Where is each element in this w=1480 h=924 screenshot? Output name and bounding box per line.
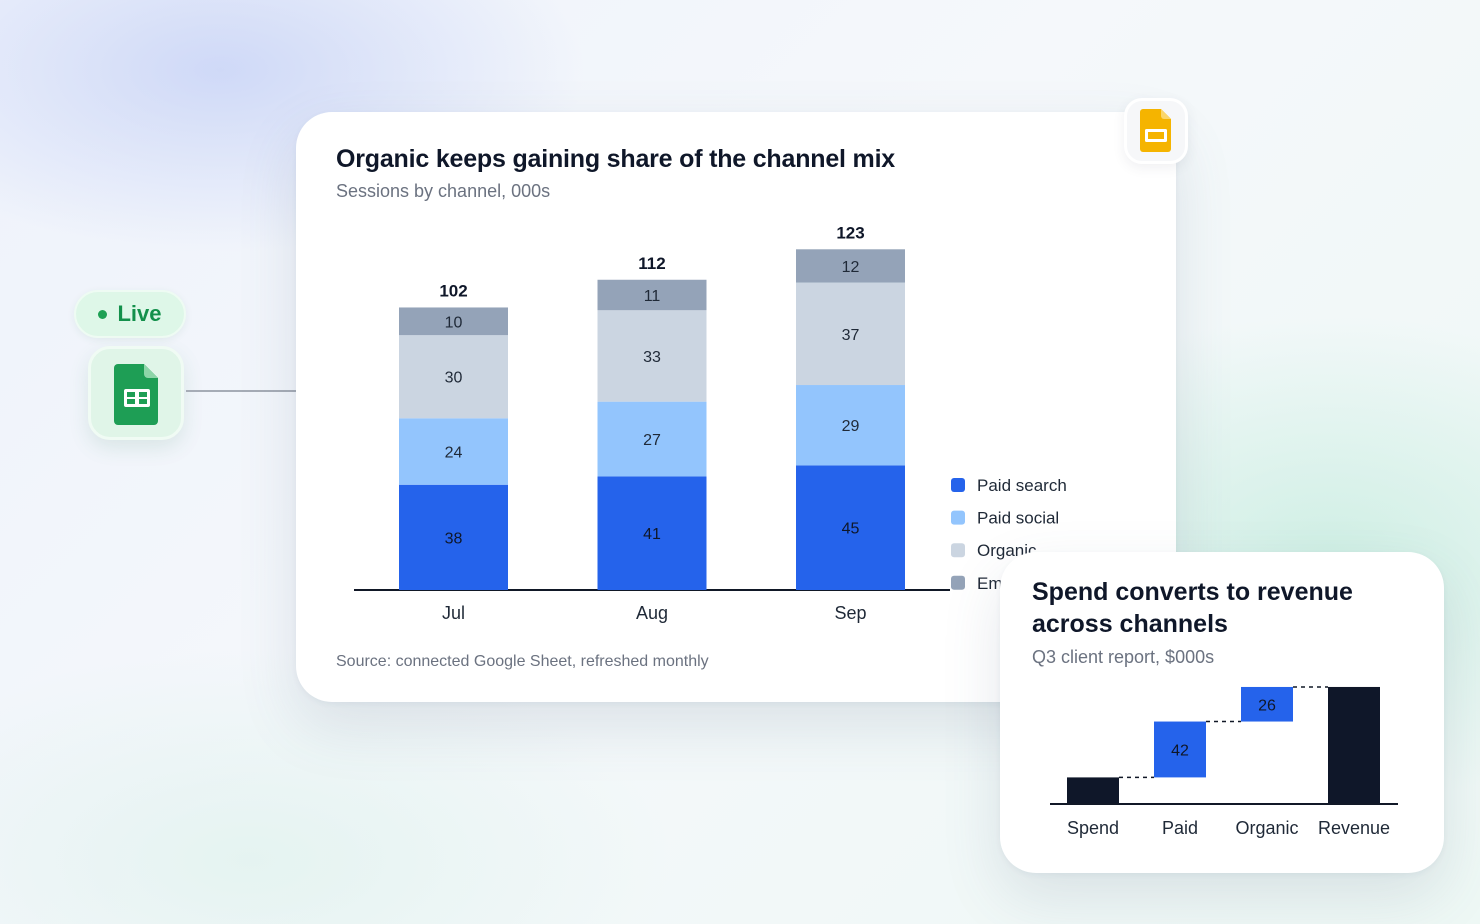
waterfall-bar-revenue (1328, 686, 1380, 804)
bar-email-aug (597, 279, 707, 311)
data-label: 29 (842, 418, 860, 435)
bar-paid-social-aug (597, 401, 707, 477)
live-label: Live (117, 301, 162, 326)
data-label: 41 (643, 526, 661, 543)
google-slides-icon (1140, 109, 1171, 152)
legend-swatch (951, 575, 965, 590)
data-label: 30 (445, 370, 463, 387)
google-sheets-tile[interactable] (88, 346, 184, 440)
legend-swatch (951, 543, 965, 558)
waterfall-bar-organic (1241, 686, 1293, 722)
waterfall-subtitle: Q3 client report, $000s (1032, 647, 1215, 667)
x-tick-label: Sep (834, 603, 866, 623)
legend-label: Paid social (977, 509, 1059, 528)
bar-paid-social-jul (399, 418, 508, 485)
waterfall-data-label: 26 (1258, 697, 1276, 714)
waterfall-bar-spend (1067, 777, 1119, 804)
data-label: 38 (445, 530, 463, 547)
bar-email-sep (796, 249, 905, 283)
waterfall-x-label: Spend (1067, 818, 1119, 838)
waterfall-x-label: Paid (1162, 818, 1198, 838)
google-slides-tile[interactable] (1124, 98, 1188, 164)
chart-title: Organic keeps gaining share of the chann… (336, 145, 896, 173)
bar-email-jul (399, 307, 508, 336)
x-tick-label: Jul (442, 603, 465, 623)
live-status-badge: Live (74, 290, 186, 338)
status-dot-icon (98, 309, 108, 319)
bar-paid-search-jul (399, 484, 508, 590)
data-label: 33 (643, 349, 661, 366)
bar-organic-aug (597, 310, 707, 402)
legend-swatch (951, 478, 965, 492)
chart-subtitle: Sessions by channel, 000s (336, 181, 551, 201)
waterfall-title: Spend converts to revenue across channel… (1032, 578, 1353, 638)
bar-organic-sep (796, 282, 905, 386)
total-label: 102 (439, 281, 467, 300)
waterfall-card: Spend converts to revenue across channel… (1000, 552, 1444, 873)
total-label: 123 (836, 223, 864, 242)
data-label: 27 (643, 432, 661, 449)
bar-paid-search-sep (796, 465, 905, 590)
waterfall-bar-paid (1154, 721, 1206, 778)
bar-paid-search-aug (597, 476, 707, 590)
legend-swatch (951, 510, 965, 525)
data-label: 37 (842, 327, 860, 344)
waterfall-data-label: 42 (1171, 742, 1189, 759)
google-sheets-icon (114, 364, 158, 425)
stacked-bar-chart: 38 24 30 10 102 Jul 41 27 33 11 112 Aug 45 29 37 12 123 S… (354, 223, 1067, 623)
source-note: Source: connected Google Sheet, refreshe… (336, 653, 709, 670)
bar-organic-jul (399, 335, 508, 419)
waterfall-chart: Spend 42 Paid 26 Organic Revenue (1050, 686, 1398, 838)
x-tick-label: Aug (636, 603, 668, 623)
data-label: 45 (842, 521, 860, 538)
waterfall-x-label: Organic (1235, 818, 1298, 838)
data-label: 11 (644, 288, 661, 305)
data-label: 12 (842, 259, 860, 276)
total-label: 112 (638, 254, 665, 273)
connector-line (186, 390, 296, 392)
bar-paid-social-sep (796, 385, 905, 466)
legend-label: Paid search (977, 476, 1067, 495)
waterfall-x-label: Revenue (1318, 818, 1390, 838)
data-label: 24 (445, 445, 463, 462)
data-label: 10 (445, 314, 463, 331)
